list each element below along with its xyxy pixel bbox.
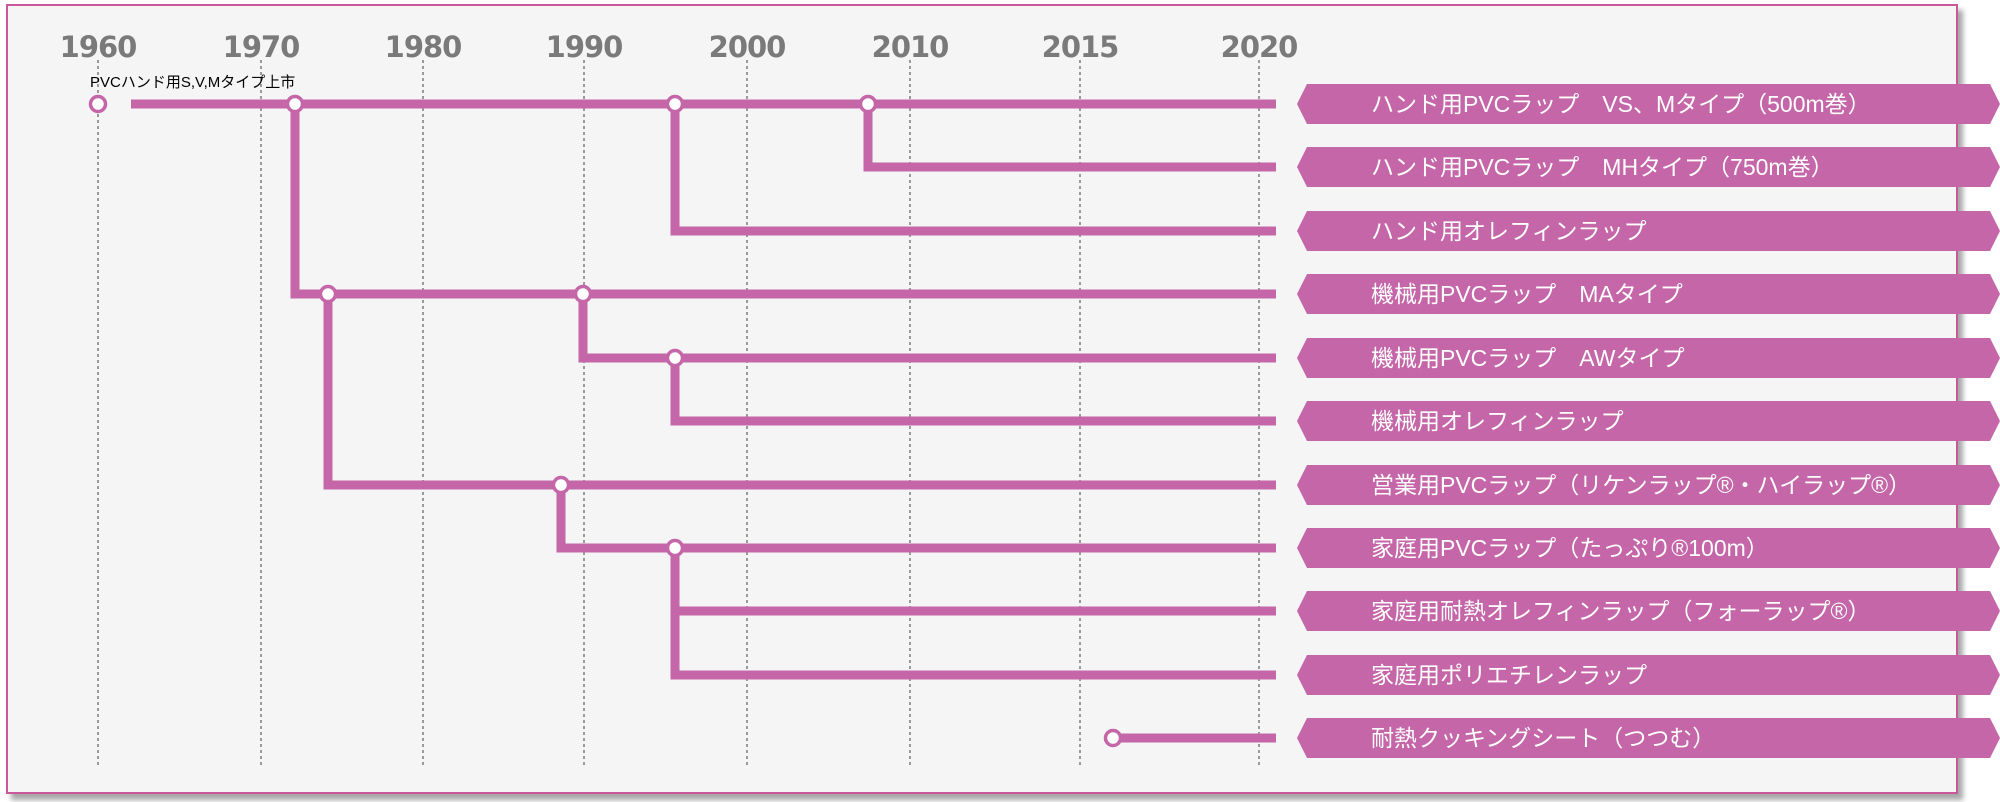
branch-household-pvc bbox=[556, 485, 1276, 553]
product-banner: 家庭用耐熱オレフィンラップ（フォーラップ®） bbox=[1297, 591, 2000, 631]
node-machine-olefin bbox=[665, 348, 685, 368]
year-label-1990: 1990 bbox=[546, 30, 623, 64]
branch-hand-olefin bbox=[670, 104, 1276, 236]
launch-nodes bbox=[88, 94, 1123, 748]
branch-household-polyethylene bbox=[670, 611, 1276, 680]
launch-note: PVCハンド用S,V,Mタイプ上市 bbox=[90, 74, 295, 91]
branch-machine-pvc-aw bbox=[578, 294, 1276, 363]
product-label: 営業用PVCラップ（リケンラップ®・ハイラップ®） bbox=[1371, 472, 1911, 498]
product-label: ハンド用オレフィンラップ bbox=[1371, 218, 1647, 244]
product-banner: 家庭用PVCラップ（たっぷり®100m） bbox=[1297, 528, 2000, 568]
year-label-2000: 2000 bbox=[709, 30, 786, 64]
year-label-2010: 2010 bbox=[872, 30, 949, 64]
year-label-1970: 1970 bbox=[223, 30, 300, 64]
branch-household-olefin bbox=[670, 548, 1276, 616]
year-label-1960: 1960 bbox=[60, 30, 137, 64]
node-household-variants bbox=[665, 538, 685, 558]
node-hand-mh bbox=[858, 94, 878, 114]
year-gridlines bbox=[97, 60, 1260, 768]
node-machine-aw bbox=[573, 284, 593, 304]
product-banner: 営業用PVCラップ（リケンラップ®・ハイラップ®） bbox=[1297, 465, 2000, 505]
node-cooking-sheet bbox=[1103, 728, 1123, 748]
product-label: ハンド用PVCラップ MHタイプ（750m巻） bbox=[1371, 154, 1834, 180]
product-banner: 家庭用ポリエチレンラップ bbox=[1297, 655, 2000, 695]
node-1960-start bbox=[88, 94, 108, 114]
product-label: 家庭用ポリエチレンラップ bbox=[1371, 662, 1647, 688]
product-banners: ハンド用PVCラップ VS、Mタイプ（500m巻） ハンド用PVCラップ MHタ… bbox=[1297, 84, 2000, 758]
product-label: 耐熱クッキングシート（つつむ） bbox=[1371, 725, 1715, 751]
product-banner: ハンド用オレフィンラップ bbox=[1297, 211, 2000, 251]
branch-commercial-pvc bbox=[323, 294, 1276, 490]
product-label: 機械用オレフィンラップ bbox=[1371, 408, 1624, 434]
product-label: 機械用PVCラップ MAタイプ bbox=[1371, 281, 1683, 307]
year-label-2015: 2015 bbox=[1042, 30, 1119, 64]
node-household-split bbox=[551, 475, 571, 495]
product-banner: 耐熱クッキングシート（つつむ） bbox=[1297, 718, 2000, 758]
year-label-1980: 1980 bbox=[385, 30, 462, 64]
node-hand-olefin bbox=[665, 94, 685, 114]
node-commercial-split bbox=[318, 284, 338, 304]
node-machine-split bbox=[285, 94, 305, 114]
branch-machine-olefin bbox=[670, 358, 1276, 426]
product-label: 家庭用耐熱オレフィンラップ（フォーラップ®） bbox=[1371, 598, 1871, 624]
year-axis-labels: 1960 1970 1980 1990 2000 2010 2015 2020 bbox=[60, 30, 1299, 64]
product-banner: ハンド用PVCラップ VS、Mタイプ（500m巻） bbox=[1297, 84, 2000, 124]
lineage-branches bbox=[131, 99, 1276, 743]
product-label: 家庭用PVCラップ（たっぷり®100m） bbox=[1371, 535, 1769, 561]
product-banner: ハンド用PVCラップ MHタイプ（750m巻） bbox=[1297, 147, 2000, 187]
product-banner: 機械用PVCラップ AWタイプ bbox=[1297, 338, 2000, 378]
branch-hand-pvc-mh bbox=[863, 104, 1276, 172]
product-banner: 機械用オレフィンラップ bbox=[1297, 401, 2000, 441]
product-label: ハンド用PVCラップ VS、Mタイプ（500m巻） bbox=[1371, 91, 1871, 117]
product-label: 機械用PVCラップ AWタイプ bbox=[1371, 345, 1685, 371]
branch-machine-pvc-ma bbox=[290, 104, 1276, 299]
year-label-2020: 2020 bbox=[1221, 30, 1298, 64]
product-banner: 機械用PVCラップ MAタイプ bbox=[1297, 274, 2000, 314]
